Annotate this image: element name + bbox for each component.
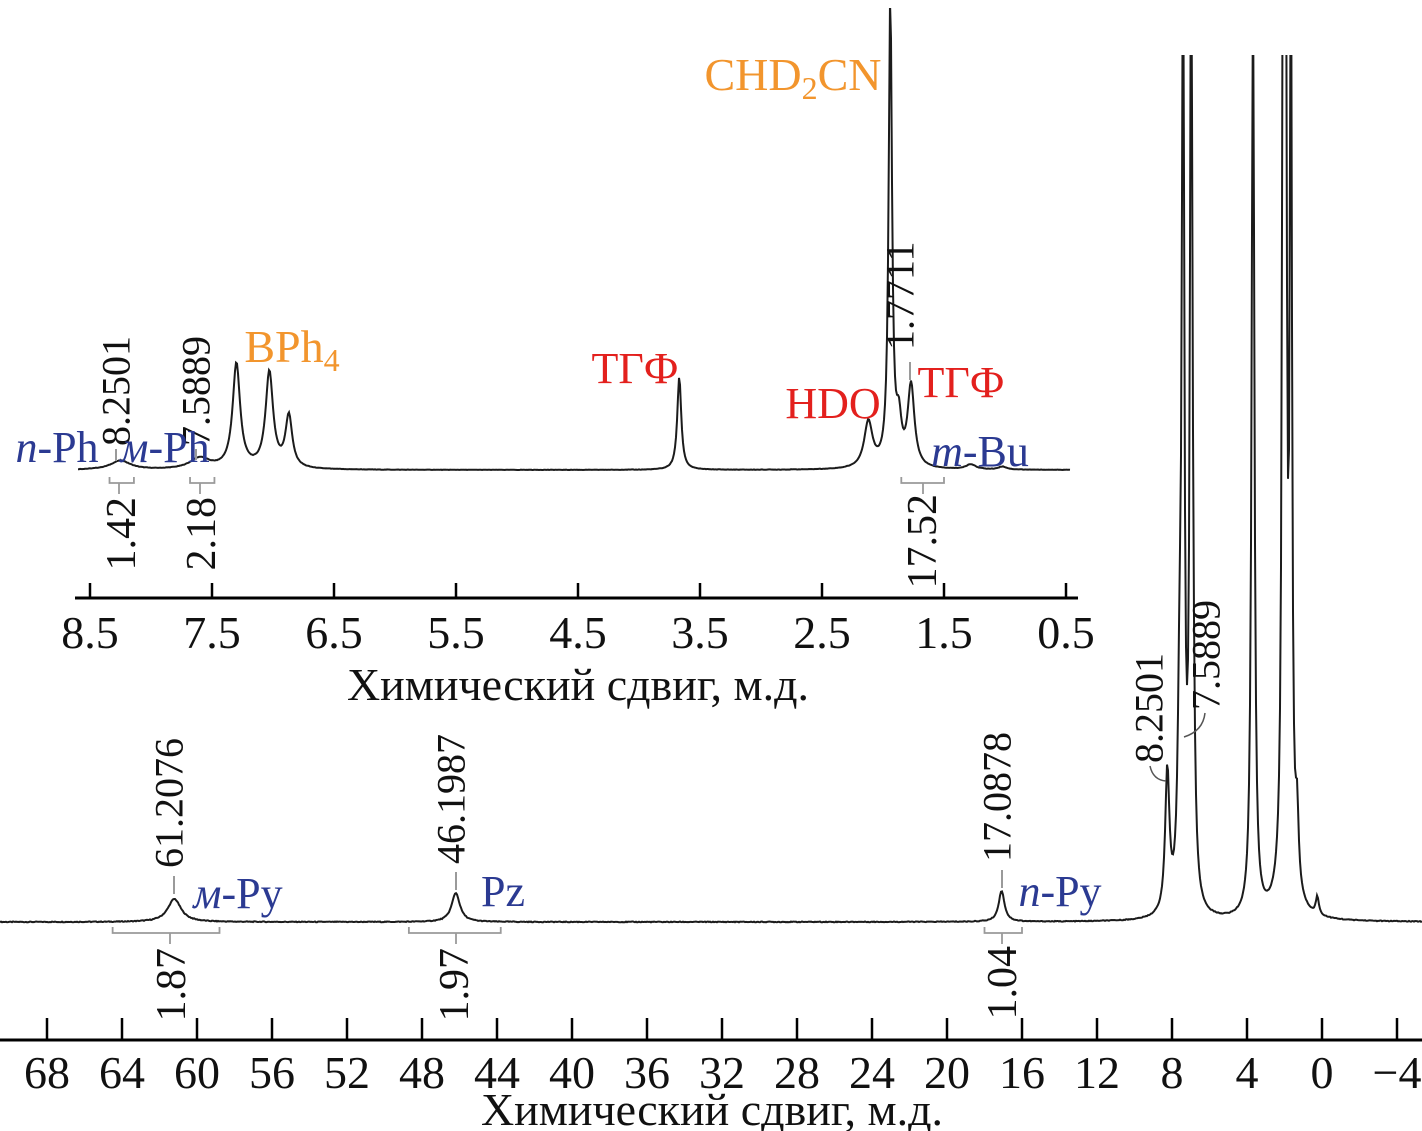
main-assignment-pz-part: Pz	[481, 867, 525, 916]
main-wide-spectrum-tick-label: 56	[249, 1047, 295, 1098]
labels-layer: 8.5 7.5 6.5 5.5 4.5 3.5 2.5 1.5 0.5 Химический сд…	[15, 49, 1421, 1131]
main-assignment-n-py: n-Py	[1018, 867, 1101, 916]
main-assignment-n-py-part: -Py	[1040, 867, 1101, 916]
inset-1h-spectrum-tick-label: 6.5	[305, 607, 363, 658]
main-wide-spectrum-integral-value: 1.97	[432, 948, 478, 1022]
main-wide-spectrum-peak-pick-label: 7.5889	[1184, 600, 1229, 710]
main-assignment-m-py: м-Py	[191, 869, 282, 918]
inset-1h-spectrum-integral-value: 17.52	[900, 494, 946, 589]
main-wide-spectrum-axis-title: Химический сдвиг, м.д.	[481, 1084, 943, 1131]
inset-label-thf-1: ТГФ	[591, 344, 678, 393]
main-wide-spectrum-tick-label: 16	[999, 1047, 1045, 1098]
inset-1h-spectrum-tick-label: 4.5	[549, 607, 607, 658]
main-wide-spectrum-tick-label: 0	[1311, 1047, 1334, 1098]
inset-1h-spectrum-integral-bracket	[189, 477, 216, 494]
main-wide-spectrum-integral-bracket	[111, 927, 221, 944]
main-wide-spectrum-peak-pick-label: 61.2076	[147, 738, 192, 868]
spectrum-curves	[0, 8, 1422, 924]
inset-1h-spectrum-tick-label: 8.5	[61, 607, 119, 658]
inset-assignment-m-bu-part: -Bu	[963, 427, 1029, 476]
inset-label-thf-1-part: ТГФ	[591, 344, 678, 393]
main-wide-spectrum-peak-pick-label: 46.1987	[429, 734, 474, 864]
main-assignment-pz: Pz	[481, 867, 525, 916]
main-assignment-m-py-part: -Py	[221, 869, 282, 918]
inset-assignment-n-ph-part: -Ph	[37, 423, 98, 472]
main-wide-spectrum-integral-value: 1.87	[149, 948, 195, 1022]
inset-label-bph4-part: 4	[324, 342, 340, 378]
inset-assignment-m-bu-part: m	[931, 427, 963, 476]
inset-1h-spectrum-tick-label: 0.5	[1037, 607, 1095, 658]
inset-1h-spectrum-peak-pick-label: 7.5889	[174, 336, 219, 446]
main-assignment-n-py-part: n	[1018, 867, 1040, 916]
main-wide-spectrum-tick-label: 48	[399, 1047, 445, 1098]
main-wide-spectrum-trace	[0, 55, 1422, 924]
inset-assignment-m-ph: м-Ph	[118, 423, 209, 472]
main-wide-spectrum-tick-label: 36	[624, 1047, 670, 1098]
main-wide-spectrum-integral-bracket	[407, 927, 502, 944]
inset-label-chd2cn-part: CN	[818, 49, 882, 100]
inset-label-hdo: HDO	[785, 379, 880, 428]
inset-1h-spectrum-tick-label: 1.5	[915, 607, 973, 658]
inset-label-bph4: BPh4	[244, 321, 339, 378]
main-wide-spectrum-peak-pick-leader	[1183, 712, 1206, 738]
axes	[0, 583, 1422, 1042]
main-wide-spectrum-tick-label: 60	[174, 1047, 220, 1098]
main-wide-spectrum-tick-label: 40	[549, 1047, 595, 1098]
inset-assignment-n-ph: n-Ph	[15, 423, 98, 472]
inset-label-chd2cn: CHD2CN	[704, 49, 881, 106]
inset-1h-spectrum-peak-pick-label: 1.7711	[878, 241, 923, 350]
inset-assignment-m-bu: m-Bu	[931, 427, 1029, 476]
inset-label-thf-2-part: ТГФ	[917, 358, 1004, 407]
inset-assignment-n-ph-part: n	[15, 423, 37, 472]
inset-1h-spectrum-tick-label: 3.5	[671, 607, 729, 658]
inset-1h-spectrum-tick-label: 2.5	[793, 607, 851, 658]
inset-label-chd2cn-part: CHD	[704, 49, 801, 100]
inset-assignment-m-ph-part: -Ph	[148, 423, 209, 472]
inset-1h-spectrum-peak-pick-label: 8.2501	[94, 336, 139, 446]
main-wide-spectrum-integral-value: 1.04	[980, 946, 1026, 1020]
main-wide-spectrum-tick-label: 24	[849, 1047, 895, 1098]
inset-1h-spectrum-integral-bracket	[108, 477, 135, 494]
inset-label-bph4-part: BPh	[244, 321, 323, 372]
main-wide-spectrum-tick-label: 28	[774, 1047, 820, 1098]
inset-1h-spectrum-trace	[78, 8, 1071, 472]
inset-1h-spectrum-axis-title: Химический сдвиг, м.д.	[347, 659, 809, 710]
main-wide-spectrum-tick-label: 32	[699, 1047, 745, 1098]
main-wide-spectrum-tick-label: 44	[474, 1047, 520, 1098]
integral-and-pick-marks	[108, 362, 1206, 944]
main-wide-spectrum-tick-label: 4	[1236, 1047, 1259, 1098]
inset-1h-spectrum-integral-value: 2.18	[179, 497, 225, 571]
inset-assignment-m-ph-part: м	[118, 423, 148, 472]
main-wide-spectrum-peak-pick-label: 8.2501	[1127, 653, 1172, 763]
main-wide-spectrum-tick-label: 20	[924, 1047, 970, 1098]
main-wide-spectrum-tick-label: 52	[324, 1047, 370, 1098]
main-wide-spectrum-tick-label: −4	[1373, 1047, 1422, 1098]
inset-label-hdo-part: HDO	[785, 379, 880, 428]
inset-1h-spectrum-tick-label: 5.5	[427, 607, 485, 658]
inset-1h-spectrum-tick-label: 7.5	[183, 607, 241, 658]
inset-label-thf-2: ТГФ	[917, 358, 1004, 407]
main-wide-spectrum-peak-pick-leader	[1149, 765, 1167, 782]
inset-1h-spectrum-integral-value: 1.42	[99, 497, 145, 571]
main-assignment-m-py-part: м	[191, 869, 221, 918]
main-wide-spectrum-tick-label: 12	[1074, 1047, 1120, 1098]
main-wide-spectrum-tick-label: 8	[1161, 1047, 1184, 1098]
inset-1h-spectrum-integral-bracket	[900, 477, 945, 494]
main-wide-spectrum-peak-pick-label: 17.0878	[975, 732, 1020, 862]
main-wide-spectrum-tick-label: 68	[24, 1047, 70, 1098]
main-wide-spectrum-tick-label: 64	[99, 1047, 145, 1098]
main-wide-spectrum-integral-bracket	[983, 927, 1023, 944]
inset-label-chd2cn-part: 2	[802, 70, 818, 106]
